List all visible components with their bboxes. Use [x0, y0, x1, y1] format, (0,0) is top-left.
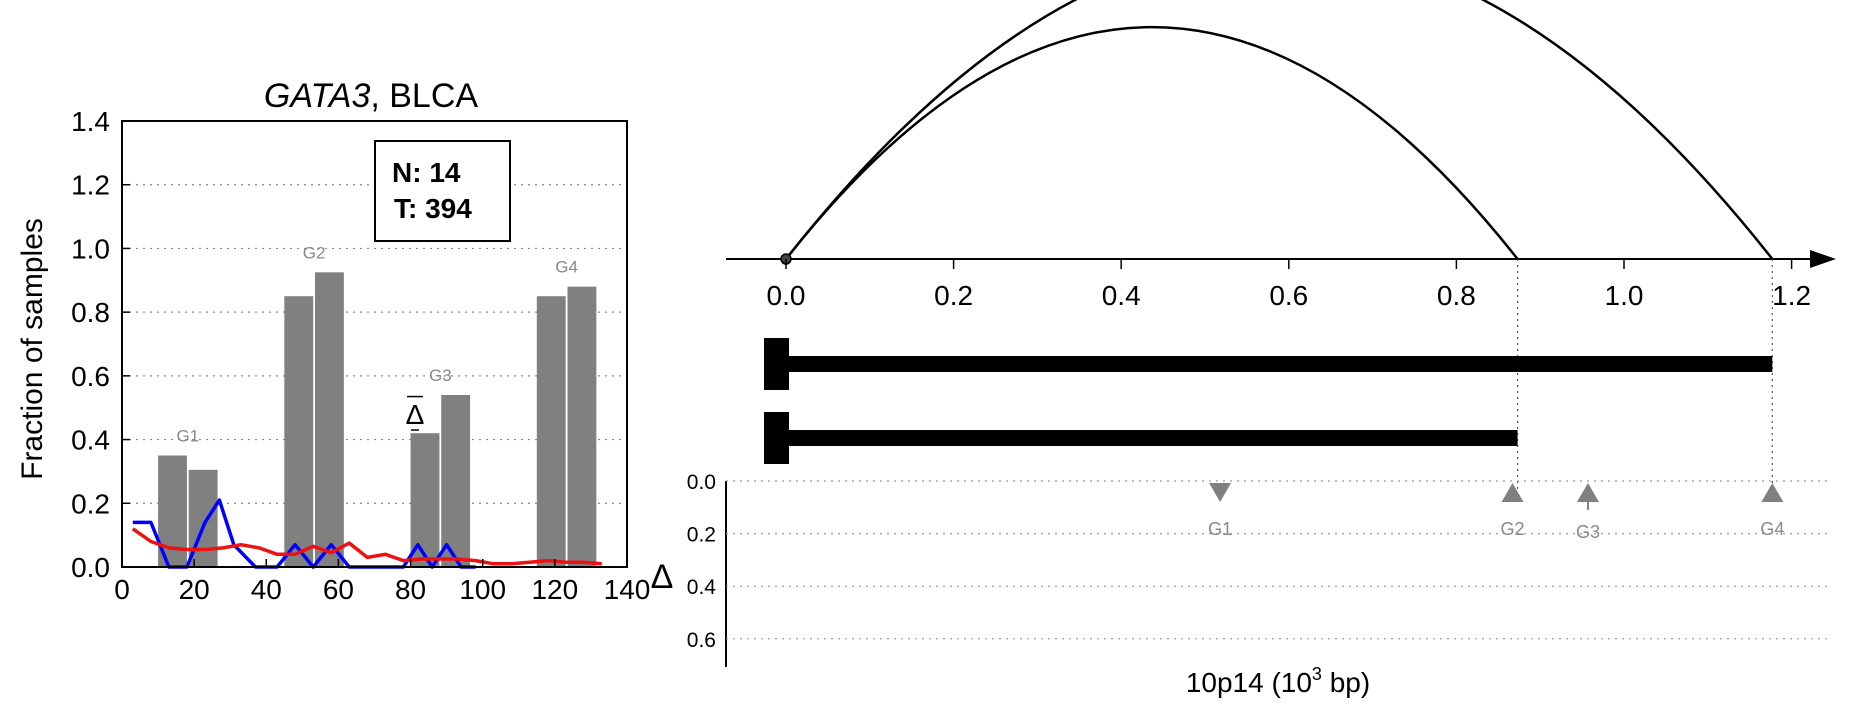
transcript-body: [764, 430, 1518, 446]
series-line: [131, 527, 602, 566]
delta-track: 0.0 0.2 0.4 0.6 G1 G2 G3 G4: [687, 471, 1830, 667]
y-tick-label: 1.0: [71, 233, 110, 264]
genomic-track-panel: 0.0 0.2 0.4 0.6 0.8 1.0 1.2 0.0 0.2 0.4 0.6 G1 G2 G3…: [651, 0, 1836, 698]
x-tick-label: 0.0: [767, 280, 806, 311]
transcript-body: [764, 356, 1773, 372]
plot-frame: [121, 120, 628, 568]
x-tick-label: 1.2: [1772, 280, 1811, 311]
junction-arcs: [785, 0, 1774, 260]
genome-axis: 0.0 0.2 0.4 0.6 0.8 1.0 1.2: [726, 250, 1836, 311]
group-labels: G1 G2 G3 G4: [176, 243, 577, 445]
marker-label: G3: [1576, 522, 1600, 542]
delta-label: Δ: [406, 399, 425, 430]
left-bar-chart: GATA3, BLCA Fraction of samples G1 G2 G3 G4…: [16, 77, 650, 605]
y-tick-label: 0.0: [71, 552, 110, 583]
guide-lines: [1516, 259, 1773, 490]
delta-marker: Δ: [406, 395, 425, 431]
tumor-count: T: 394: [394, 193, 472, 224]
counts-box: N: 14 T: 394: [374, 140, 511, 242]
bar: [441, 394, 471, 567]
normal-count: N: 14: [392, 157, 461, 188]
x-tick-label: 0.6: [1269, 280, 1308, 311]
delta-axis-label: Δ: [651, 558, 674, 596]
delta-tick-label: 0.6: [687, 629, 716, 652]
bar: [284, 296, 314, 567]
x-tick-label: 0.2: [934, 280, 973, 311]
axis-arrowhead: [1810, 250, 1836, 268]
marker-label: G4: [1760, 519, 1784, 539]
x-tick-label: 40: [251, 574, 282, 605]
x-axis-label: 10p14 (103 bp): [1186, 664, 1370, 698]
bar: [410, 433, 440, 567]
delta-tick-label: 0.4: [687, 576, 717, 599]
junction-arc: [785, 0, 1774, 260]
y-tick-label: 0.4: [71, 425, 110, 456]
bar: [536, 296, 566, 567]
junction-arc: [785, 26, 1519, 260]
x-tick-label: 140: [604, 574, 651, 605]
x-tick-label: 0.8: [1437, 280, 1476, 311]
group-label: G3: [429, 366, 452, 385]
y-tick-label: 1.2: [71, 170, 110, 201]
marker-label: G1: [1208, 519, 1232, 539]
group-label: G1: [176, 427, 199, 446]
marker-label: G2: [1501, 519, 1525, 539]
marker-up: [1576, 483, 1599, 502]
delta-tick-label: 0.2: [687, 524, 716, 547]
marker-up: [1761, 483, 1784, 502]
group-label: G4: [555, 258, 578, 277]
y-tick-label: 1.4: [71, 106, 110, 137]
x-tick-label: 60: [323, 574, 354, 605]
bar-group: [158, 272, 597, 567]
bar: [567, 286, 597, 567]
delta-tick-label: 0.0: [687, 471, 716, 494]
x-tick-label: 100: [459, 574, 506, 605]
y-tick-label: 0.8: [71, 297, 110, 328]
y-tick-label: 0.2: [71, 488, 110, 519]
transcripts: [764, 338, 1773, 464]
y-axis-label: Fraction of samples: [16, 218, 49, 480]
x-tick-label: 0: [114, 574, 130, 605]
group-label: G2: [303, 243, 326, 262]
x-tick-label: 1.0: [1605, 280, 1644, 311]
chart-title: GATA3, BLCA: [264, 77, 478, 115]
x-tick-label: 120: [531, 574, 578, 605]
marker-up: [1501, 483, 1524, 502]
bar: [314, 272, 344, 567]
y-tick-label: 0.6: [71, 361, 110, 392]
x-tick-label: 20: [179, 574, 210, 605]
marker-down: [1209, 483, 1232, 502]
x-tick-label: 0.4: [1102, 280, 1141, 311]
axis-ticks: 0 20 40 60 80 100 120 140 0.0 0.2 0.4 0.6 0.8 1.0 1.2 1…: [71, 106, 650, 605]
x-tick-label: 80: [395, 574, 426, 605]
